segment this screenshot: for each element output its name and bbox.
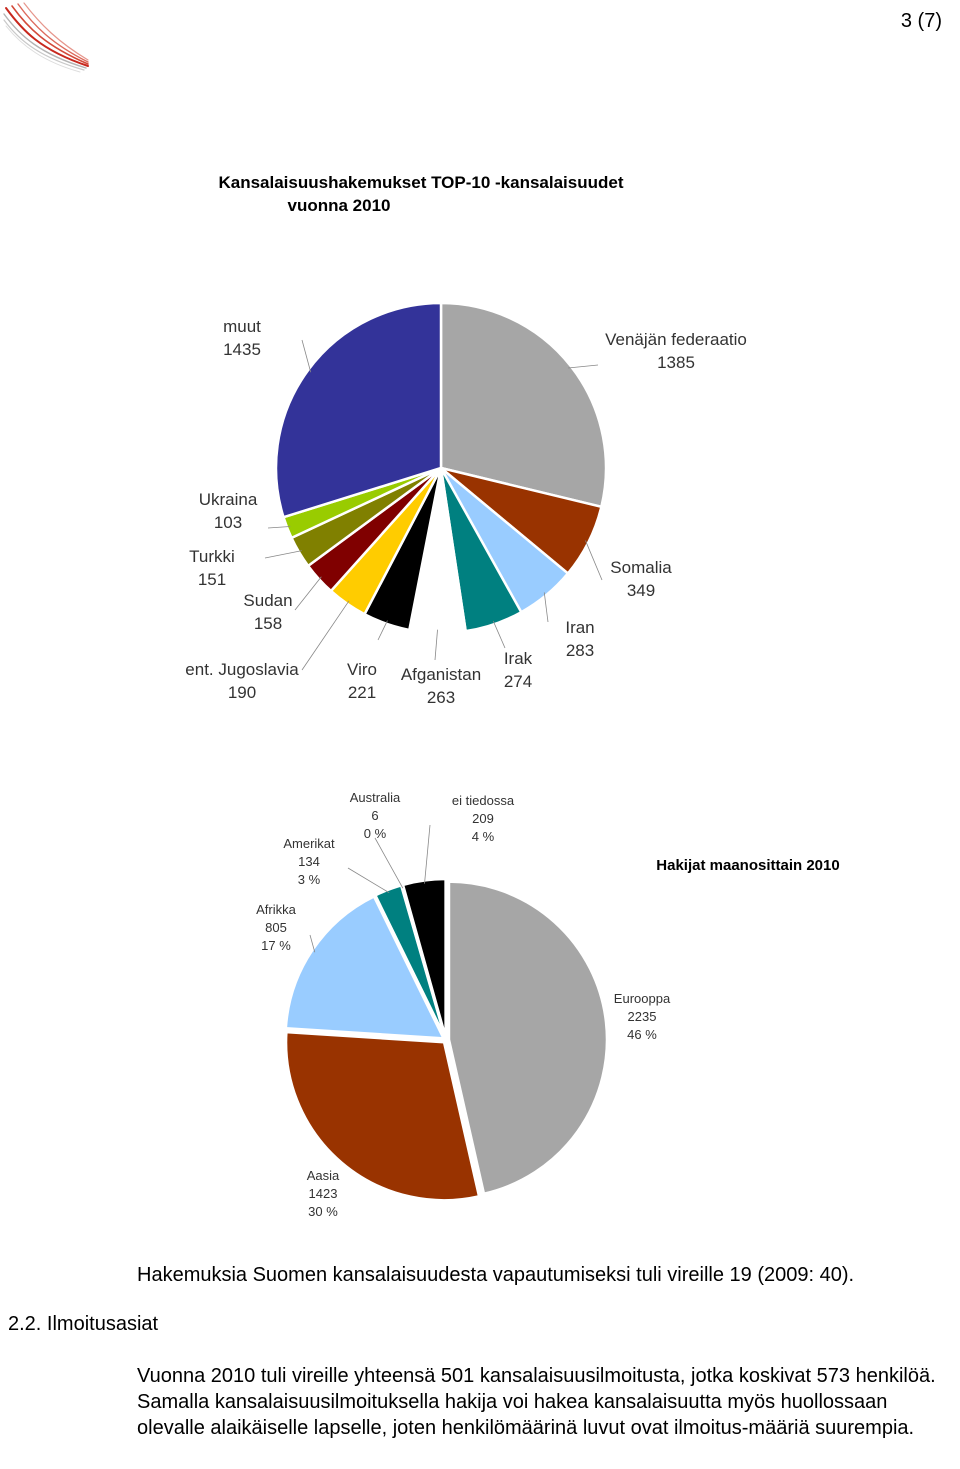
leader-line-iran — [543, 592, 549, 623]
slice-label-iran-line-1: Iran — [565, 618, 594, 637]
slice-label-afrikka-line-2: 805 — [265, 920, 287, 935]
slice-label-irak-line-1: Irak — [504, 649, 533, 668]
pie-slice-muut — [274, 301, 443, 519]
chart-title-line-2: vuonna 2010 — [288, 196, 391, 215]
slice-label-amerikat-line-1: Amerikat — [283, 836, 335, 851]
slice-label-afganistan-line-2: 263 — [427, 688, 455, 707]
slice-label-ei-tiedossa-line-3: 4 % — [472, 829, 495, 844]
slice-label-aasia-line-2: 1423 — [309, 1186, 338, 1201]
slice-label-somalia-line-2: 349 — [627, 581, 655, 600]
leader-line-australia — [374, 837, 404, 889]
slice-label-ei-tiedossa-line-2: 209 — [472, 811, 494, 826]
pie-slice-venajan-federaatio — [439, 301, 608, 509]
slice-label-sudan-line-2: 158 — [254, 614, 282, 633]
leader-line-ei-tiedossa — [424, 824, 431, 884]
paragraph-notifications: Vuonna 2010 tuli vireille yhteensä 501 k… — [137, 1365, 936, 1439]
pie-slice-ei-tiedossa — [401, 877, 447, 1038]
slice-label-muut-line-2: 1435 — [223, 340, 261, 359]
slice-label-australia-line-1: Australia — [350, 790, 401, 805]
slice-label-sudan-line-1: Sudan — [243, 591, 292, 610]
page-number: 3 (7) — [900, 10, 942, 32]
slice-label-eurooppa-line-2: 2235 — [628, 1009, 657, 1024]
slice-label-eurooppa-line-3: 46 % — [627, 1027, 657, 1042]
slice-label-venajan-federaatio-line-1: Venäjän federaatio — [605, 330, 747, 349]
leader-line-irak — [492, 620, 506, 649]
leader-line-viro — [377, 620, 388, 641]
chart-title-line-1: Kansalaisuushakemukset TOP-10 -kansalais… — [218, 173, 623, 192]
slice-label-irak-line-2: 274 — [504, 672, 532, 691]
slice-label-amerikat-line-2: 134 — [298, 854, 320, 869]
slice-label-ent-jugoslavia-line-2: 190 — [228, 683, 256, 702]
slice-label-aasia-line-1: Aasia — [307, 1168, 340, 1183]
slice-label-afrikka-line-3: 17 % — [261, 938, 291, 953]
leader-line-ukraina — [267, 526, 291, 529]
slice-label-amerikat-line-3: 3 % — [298, 872, 321, 887]
slice-label-muut-line-1: muut — [223, 317, 261, 336]
section-heading: 2.2. Ilmoitusasiat — [8, 1313, 159, 1335]
slice-label-viro-line-2: 221 — [348, 683, 376, 702]
pie-slice-eurooppa — [447, 880, 609, 1196]
leader-line-amerikat — [347, 867, 390, 894]
pie-slice-afrikka — [284, 894, 446, 1040]
leader-line-afganistan — [434, 629, 438, 661]
leader-line-sudan — [294, 576, 322, 611]
slice-label-ukraina-line-1: Ukraina — [199, 490, 258, 509]
slice-label-venajan-federaatio-line-2: 1385 — [657, 353, 695, 372]
slice-label-viro-line-1: Viro — [347, 660, 377, 679]
paragraph-citizenship-release: Hakemuksia Suomen kansalaisuudesta vapau… — [137, 1264, 855, 1286]
slice-label-australia-line-3: 0 % — [364, 826, 387, 841]
slice-label-turkki-line-2: 151 — [198, 570, 226, 589]
top10-nationalities-pie-chart: Kansalaisuushakemukset TOP-10 -kansalais… — [185, 173, 747, 707]
applicants-by-continent-pie-chart: Hakijat maanosittain 2010 Eurooppa 2235 46… — [256, 790, 840, 1219]
slice-label-somalia-line-1: Somalia — [610, 558, 672, 577]
pie-slice-aasia — [284, 1030, 481, 1202]
slice-label-australia-line-2: 6 — [371, 808, 378, 823]
slice-label-turkki-line-1: Turkki — [189, 547, 235, 566]
leader-line-venajan-federaatio — [568, 364, 599, 369]
slice-label-afganistan-line-1: Afganistan — [401, 665, 481, 684]
slice-label-eurooppa-line-1: Eurooppa — [614, 991, 671, 1006]
slice-label-afrikka-line-1: Afrikka — [256, 902, 297, 917]
slice-label-ei-tiedossa-line-1: ei tiedossa — [452, 793, 515, 808]
leader-line-muut — [301, 339, 312, 373]
chart-title: Hakijat maanosittain 2010 — [656, 857, 839, 874]
wing-logo-icon — [3, 2, 89, 73]
slice-label-ent-jugoslavia-line-1: ent. Jugoslavia — [185, 660, 299, 679]
slice-label-ukraina-line-2: 103 — [214, 513, 242, 532]
leader-line-ent-jugoslavia — [301, 600, 350, 671]
leader-line-afrikka — [309, 934, 316, 953]
slice-label-iran-line-2: 283 — [566, 641, 594, 660]
slice-label-aasia-line-3: 30 % — [308, 1204, 338, 1219]
leader-line-somalia — [585, 540, 603, 581]
leader-line-turkki — [264, 550, 303, 559]
